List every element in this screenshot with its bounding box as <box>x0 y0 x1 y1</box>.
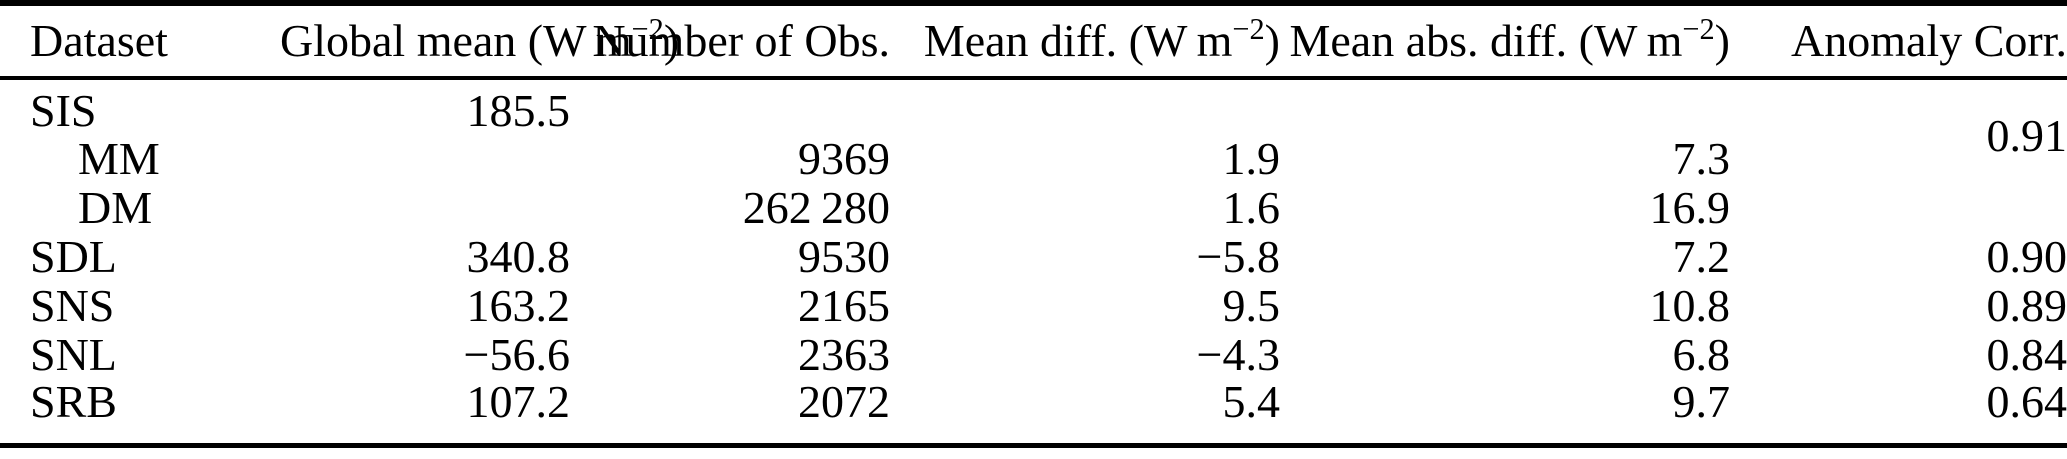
column-header-global-mean: Global mean (W m−2) <box>280 12 680 66</box>
cell-global-mean: −56.6 <box>463 328 570 380</box>
table-row-srb: SRB 107.2 2072 5.4 9.7 0.64 <box>0 379 2067 446</box>
column-header-mean-diff: Mean diff. (W m−2) <box>923 12 1280 66</box>
cell-mean-abs-diff: 9.7 <box>1672 376 1731 427</box>
cell-global-mean: 185.5 <box>466 85 571 136</box>
header-label: Dataset <box>30 15 168 66</box>
cell-mean-abs-diff: 7.2 <box>1672 230 1731 282</box>
column-header-dataset: Dataset <box>0 3 280 78</box>
header-label: Global mean (W m <box>280 15 632 66</box>
table-body: SIS 185.5 0.91 MM 9369 1.9 7.3 DM 262 28… <box>0 78 2067 446</box>
table-row-snl: SNL −56.6 2363 −4.3 6.8 0.84 <box>0 330 2067 379</box>
column-header-num-obs: Number of Obs. <box>570 3 890 78</box>
cell-dataset: SNL <box>30 328 117 380</box>
cell-dataset: SNS <box>30 279 115 331</box>
cell-mean-diff: −5.8 <box>1196 230 1280 282</box>
cell-global-mean <box>280 134 570 183</box>
header-label-close: ) <box>663 15 680 66</box>
table-row-sns: SNS 163.2 2165 9.5 10.8 0.89 <box>0 281 2067 330</box>
cell-num-obs: 9530 <box>798 230 890 282</box>
header-label: Number of Obs. <box>592 15 890 66</box>
cell-num-obs <box>570 78 890 134</box>
table-row-sis: SIS 185.5 0.91 <box>0 78 2067 159</box>
cell-mean-abs-diff: 10.8 <box>1649 279 1731 331</box>
cell-mean-abs-diff: 6.8 <box>1672 328 1731 380</box>
column-header-mean-abs-diff: Mean abs. diff. (W m−2) <box>1289 12 1730 66</box>
cell-anomaly-corr: 0.64 <box>1986 376 2067 427</box>
cell-global-mean: 340.8 <box>466 230 571 282</box>
table-row-dm: DM 262 280 1.6 16.9 <box>0 183 2067 232</box>
cell-dataset: DM <box>78 181 153 233</box>
column-header-anomaly-corr: Anomaly Corr. <box>1730 3 2067 78</box>
cell-mean-diff <box>890 78 1280 134</box>
header-row: Dataset Global mean (W m−2) Number of Ob… <box>0 3 2067 78</box>
cell-anomaly-corr: 0.84 <box>1986 328 2067 380</box>
cell-anomaly-corr: 0.89 <box>1986 279 2067 331</box>
cell-num-obs: 2363 <box>798 328 890 380</box>
cell-global-mean: 163.2 <box>466 279 571 331</box>
cell-dataset: SIS <box>30 85 97 136</box>
cell-mean-abs-diff <box>1280 78 1730 134</box>
cell-global-mean <box>280 183 570 232</box>
header-label-close: ) <box>1714 15 1730 66</box>
header-label: Anomaly Corr. <box>1791 15 2067 66</box>
cell-mean-abs-diff: 16.9 <box>1649 181 1731 233</box>
cell-mean-diff: 9.5 <box>1222 279 1281 331</box>
cell-num-obs: 2072 <box>798 376 890 427</box>
validation-stats-table: Dataset Global mean (W m−2) Number of Ob… <box>0 0 2067 448</box>
cell-num-obs: 9369 <box>798 132 890 184</box>
cell-dataset: SDL <box>30 230 117 282</box>
cell-mean-abs-diff: 7.3 <box>1672 132 1731 184</box>
cell-mean-diff: 1.6 <box>1222 181 1281 233</box>
cell-anomaly-corr: 0.91 <box>1986 109 2067 161</box>
table-row-sdl: SDL 340.8 9530 −5.8 7.2 0.90 <box>0 232 2067 281</box>
cell-anomaly-corr: 0.90 <box>1986 230 2067 282</box>
cell-dataset: SRB <box>30 376 117 427</box>
cell-mean-diff: 5.4 <box>1222 376 1281 427</box>
cell-mean-diff: −4.3 <box>1196 328 1280 380</box>
header-label: Mean diff. (W m <box>923 15 1233 66</box>
cell-global-mean: 107.2 <box>466 376 571 427</box>
cell-anomaly-corr <box>1730 183 2067 232</box>
header-label-close: ) <box>1264 15 1280 66</box>
header-label: Mean abs. diff. (W m <box>1289 15 1683 66</box>
cell-num-obs: 262 280 <box>742 181 890 233</box>
cell-num-obs: 2165 <box>798 279 890 331</box>
table-row-mm: MM 9369 1.9 7.3 <box>0 134 2067 183</box>
cell-mean-diff: 1.9 <box>1222 132 1281 184</box>
cell-dataset: MM <box>78 132 160 184</box>
table-header: Dataset Global mean (W m−2) Number of Ob… <box>0 3 2067 78</box>
